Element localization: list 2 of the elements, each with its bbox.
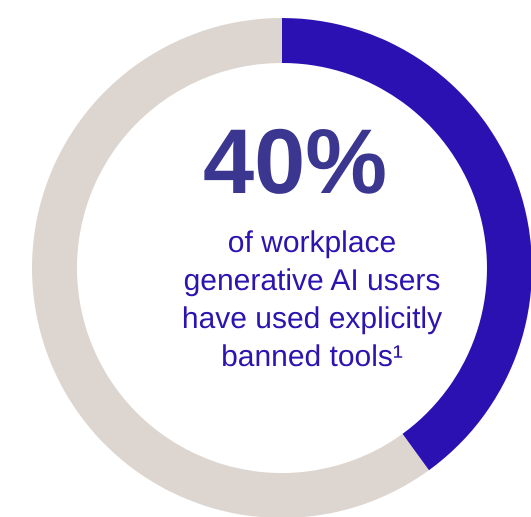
- text: of workplace generative AI users have used explicitly banned tools¹: [182, 226, 442, 373]
- data-label: 40%: [202, 111, 388, 213]
